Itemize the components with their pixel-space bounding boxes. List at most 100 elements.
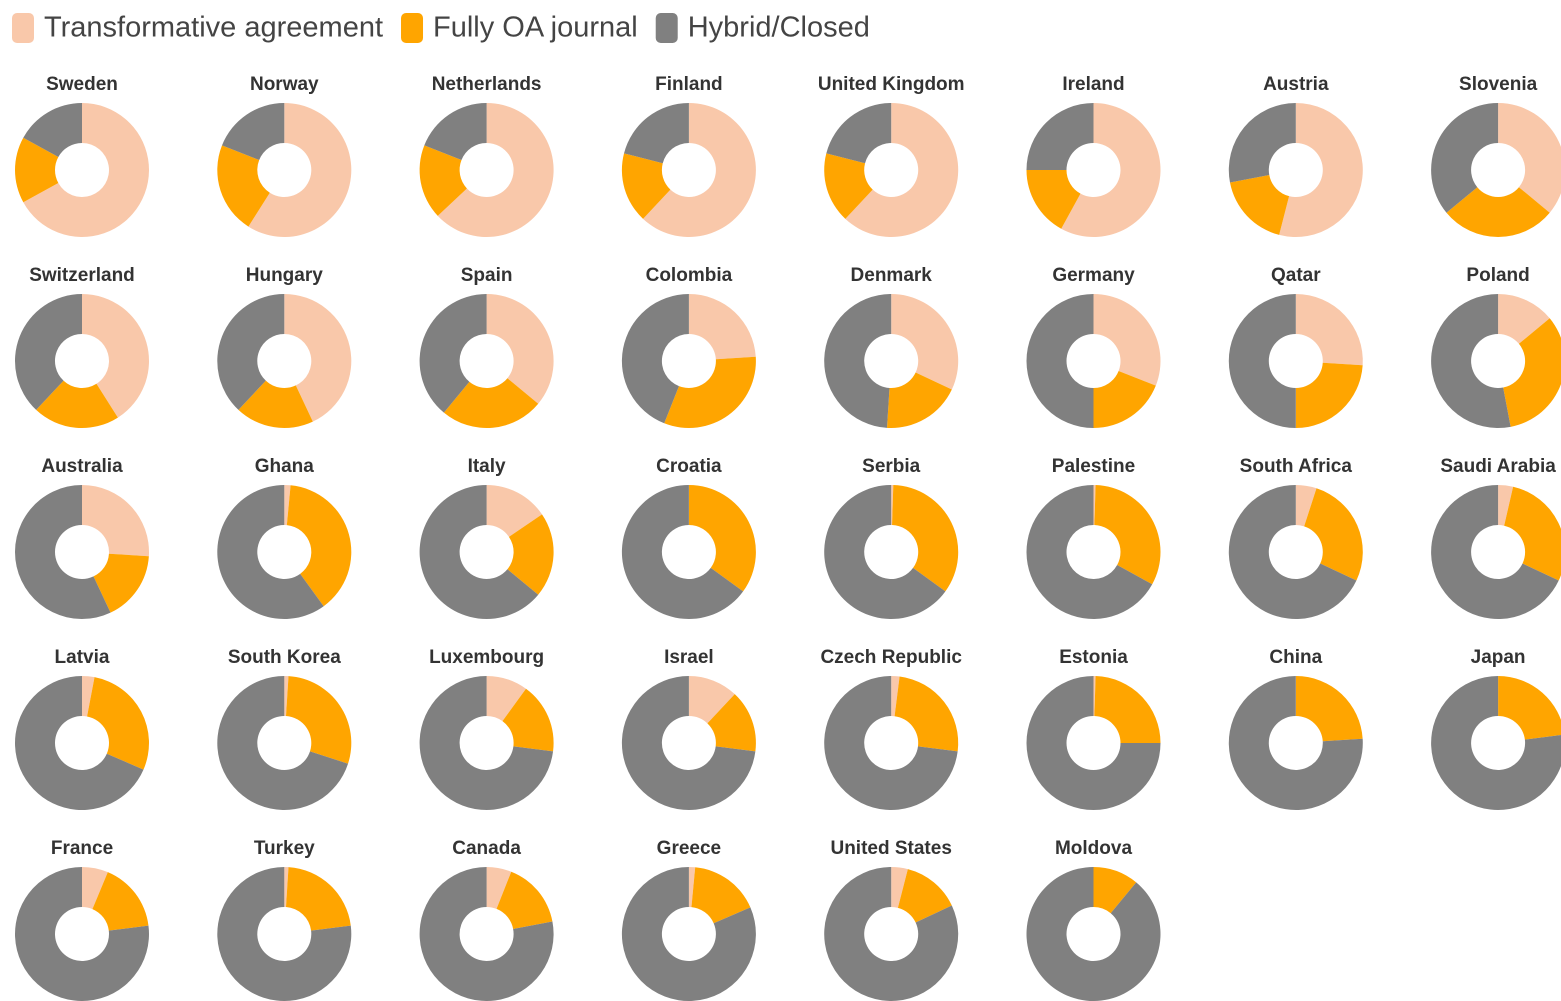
donut-segment: [1295, 485, 1317, 527]
donut-segment: [217, 145, 270, 227]
donut-segment: [36, 380, 118, 429]
donut-segment: [87, 677, 149, 770]
donut-segment: [443, 378, 539, 428]
donut-segment: [688, 294, 756, 360]
donut-segment: [1026, 676, 1161, 810]
donut: Norway: [217, 74, 352, 237]
donut-segment: [1026, 485, 1153, 619]
donut-segment: [486, 867, 512, 909]
donut-segment: [1026, 867, 1161, 1001]
donut-segment: [891, 676, 900, 717]
donut-segment: [507, 514, 554, 595]
donut-title: Czech Republic: [820, 647, 962, 668]
donut-segment: [502, 688, 554, 752]
donut-segment: [643, 103, 756, 237]
donut-title: South Africa: [1240, 456, 1353, 477]
donut-segment: [624, 103, 689, 164]
donut-segment: [284, 867, 289, 908]
donut: Latvia: [14, 647, 149, 810]
donut-title: Japan: [1471, 647, 1526, 668]
donut-segment: [14, 676, 144, 810]
donut-segment: [1093, 867, 1137, 914]
donut-segment: [496, 871, 553, 929]
donut: Poland: [1431, 265, 1561, 429]
donut-segment: [82, 485, 150, 557]
legend-swatch: [12, 13, 34, 43]
donut-segment: [284, 676, 289, 717]
donut-segment: [891, 294, 959, 390]
donut-segment: [93, 553, 149, 613]
donut-segment: [486, 676, 526, 722]
donut-segment: [824, 294, 892, 428]
donut-title: Colombia: [646, 265, 733, 286]
donut-title: Moldova: [1055, 838, 1132, 859]
donut-title: South Korea: [228, 647, 341, 668]
donut-segment: [664, 356, 756, 428]
donut-title: Poland: [1466, 265, 1529, 286]
donut-segment: [1026, 294, 1094, 428]
donut-segment: [892, 485, 959, 592]
donut: Israel: [621, 647, 756, 810]
donut-segment: [1431, 103, 1499, 213]
donut-title: Serbia: [862, 456, 921, 477]
donut: Saudi Arabia: [1431, 456, 1561, 619]
donut: Germany: [1026, 265, 1161, 428]
donut: Qatar: [1228, 265, 1363, 428]
donut-segment: [217, 867, 352, 1001]
donut-segment: [1498, 294, 1550, 344]
donut-title: Luxembourg: [429, 647, 544, 668]
donut-segment: [286, 485, 352, 607]
donut-segment: [14, 137, 59, 203]
donut: South Korea: [217, 647, 352, 810]
donut-title: United Kingdom: [818, 74, 965, 95]
donut-title: Ireland: [1062, 74, 1124, 95]
donut-segment: [217, 676, 349, 810]
donut: China: [1228, 647, 1363, 810]
donut-segment: [1093, 485, 1096, 526]
donut: Canada: [419, 838, 554, 1001]
donut: Switzerland: [15, 265, 149, 429]
donut: Finland: [621, 74, 756, 237]
donut-title: Switzerland: [29, 265, 135, 286]
donut-segment: [419, 676, 554, 810]
donut-title: Sweden: [46, 74, 118, 95]
donut-segment: [1094, 485, 1161, 585]
donut-segment: [688, 485, 756, 592]
donut: Japan: [1431, 647, 1561, 810]
donut-title: Austria: [1263, 74, 1329, 95]
donut-title: Slovenia: [1459, 74, 1538, 95]
donut: Ghana: [217, 456, 352, 619]
donut-segment: [1228, 676, 1363, 810]
donut: United Kingdom: [818, 74, 965, 237]
donut-segment: [1026, 170, 1081, 229]
donut-segment: [1431, 676, 1561, 810]
donut-segment: [1504, 486, 1561, 581]
donut-segment: [284, 294, 352, 422]
donut-segment: [1228, 294, 1296, 428]
donut-segment: [486, 294, 554, 404]
legend: Transformative agreement Fully OA journal…: [12, 12, 870, 44]
donut-title: Turkey: [254, 838, 315, 859]
donut-segment: [824, 153, 873, 219]
donut-segment: [691, 867, 751, 924]
donut-segment: [217, 485, 324, 619]
donut-segment: [222, 103, 285, 161]
donut: South Africa: [1228, 456, 1363, 619]
donut-segment: [688, 676, 735, 724]
donut-title: United States: [830, 838, 951, 859]
donut-title: Denmark: [851, 265, 933, 286]
donut-segment: [1228, 485, 1357, 619]
donut: Ireland: [1026, 74, 1161, 237]
donut-segment: [1093, 676, 1096, 717]
donut: Turkey: [217, 838, 352, 1001]
donut-segment: [621, 294, 689, 424]
donut-segment: [1026, 103, 1094, 170]
donut-segment: [15, 294, 82, 410]
donut-segment: [1503, 318, 1561, 427]
donut-segment: [1094, 676, 1161, 743]
donut-segment: [1228, 103, 1296, 183]
donut-title: France: [51, 838, 113, 859]
donut-segment: [688, 867, 696, 908]
